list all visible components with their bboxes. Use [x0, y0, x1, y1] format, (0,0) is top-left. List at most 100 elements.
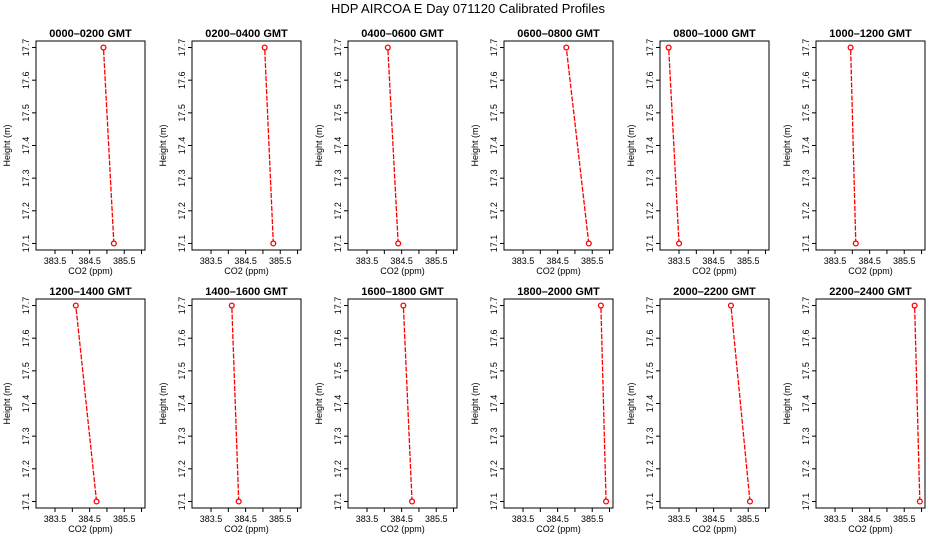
- panel-title: 2200–2400 GMT: [829, 286, 912, 298]
- profile-line: [600, 305, 607, 502]
- y-tick-label: 17.2: [489, 460, 499, 478]
- panel-title: 1000–1200 GMT: [829, 28, 912, 40]
- x-tick-label: 385.5: [113, 256, 136, 266]
- y-tick-label: 17.6: [177, 329, 187, 347]
- y-tick-label: 17.5: [801, 362, 811, 380]
- y-tick-label: 17.7: [177, 297, 187, 315]
- y-tick-label: 17.6: [489, 71, 499, 89]
- y-tick-label: 17.2: [645, 202, 655, 220]
- panel-7: 1200–1400 GMT 383.5 384.5 385.5 17.1 17.2 17.3…: [2, 286, 146, 534]
- y-axis-label: Height (m): [782, 382, 792, 424]
- profile-line: [565, 47, 590, 244]
- profile-line: [402, 305, 413, 502]
- y-tick-label: 17.2: [333, 460, 343, 478]
- y-tick-label: 17.3: [21, 169, 31, 187]
- y-tick-label: 17.2: [177, 460, 187, 478]
- y-tick-label: 17.4: [801, 137, 811, 155]
- y-tick-label: 17.3: [21, 427, 31, 445]
- x-tick-label: 385.5: [893, 514, 916, 524]
- y-tick-label: 17.3: [489, 427, 499, 445]
- x-axis-label: CO2 (ppm): [380, 266, 425, 276]
- x-tick-label: 384.5: [858, 256, 881, 266]
- x-tick-label: 385.5: [893, 256, 916, 266]
- y-tick-label: 17.7: [645, 39, 655, 57]
- x-axis-label: CO2 (ppm): [224, 524, 269, 534]
- y-axis-label: Height (m): [782, 124, 792, 166]
- x-axis-label: CO2 (ppm): [224, 266, 269, 276]
- x-tick-label: 385.5: [425, 256, 448, 266]
- panel-2: 0200–0400 GMT 383.5 384.5 385.5 17.1 17.2 17.3…: [158, 28, 302, 276]
- x-tick-label: 383.5: [200, 256, 223, 266]
- panel-12: 2200–2400 GMT 383.5 384.5 385.5 17.1 17.2 17.3…: [782, 286, 926, 534]
- data-point: [911, 302, 918, 309]
- panel-9: 1600–1800 GMT 383.5 384.5 385.5 17.1 17.2 17.3…: [314, 286, 458, 534]
- y-tick-label: 17.4: [333, 395, 343, 413]
- data-point: [384, 44, 391, 51]
- x-axis-label: CO2 (ppm): [380, 524, 425, 534]
- y-tick-label: 17.2: [801, 460, 811, 478]
- profile-line: [231, 305, 240, 502]
- data-point: [261, 44, 268, 51]
- y-tick-label: 17.7: [489, 39, 499, 57]
- y-tick-label: 17.2: [21, 202, 31, 220]
- data-point: [408, 498, 416, 505]
- y-axis-label: Height (m): [470, 124, 480, 166]
- x-tick-label: 384.5: [546, 514, 569, 524]
- x-axis-label: CO2 (ppm): [848, 266, 893, 276]
- data-point: [400, 302, 407, 309]
- panel-6: 1000–1200 GMT 383.5 384.5 385.5 17.1 17.2 17.3…: [782, 28, 926, 276]
- y-tick-label: 17.1: [177, 493, 187, 511]
- panel-10: 1800–2000 GMT 383.5 384.5 385.5 17.1 17.2 17.3…: [470, 286, 614, 534]
- y-axis-label: Height (m): [158, 382, 168, 424]
- y-tick-label: 17.2: [645, 460, 655, 478]
- y-tick-label: 17.3: [333, 427, 343, 445]
- y-axis-label: Height (m): [2, 124, 12, 166]
- y-tick-label: 17.6: [489, 329, 499, 347]
- data-point: [675, 240, 683, 247]
- y-tick-label: 17.1: [333, 493, 343, 511]
- data-point: [852, 240, 859, 247]
- data-point: [746, 498, 754, 505]
- panel-title: 1800–2000 GMT: [517, 286, 600, 298]
- x-tick-label: 384.5: [858, 514, 881, 524]
- x-axis-label: CO2 (ppm): [692, 524, 737, 534]
- y-tick-label: 17.1: [177, 235, 187, 253]
- x-tick-label: 383.5: [824, 514, 847, 524]
- panel-8: 1400–1600 GMT 383.5 384.5 385.5 17.1 17.2 17.3…: [158, 286, 302, 534]
- panel-3: 0400–0600 GMT 383.5 384.5 385.5 17.1 17.2 17.3…: [314, 28, 458, 276]
- y-tick-label: 17.5: [645, 362, 655, 380]
- y-tick-label: 17.7: [645, 297, 655, 315]
- profile-line: [102, 47, 115, 244]
- y-tick-label: 17.3: [177, 427, 187, 445]
- x-axis-label: CO2 (ppm): [536, 524, 581, 534]
- y-tick-label: 17.4: [645, 137, 655, 155]
- profile-line: [387, 47, 399, 244]
- y-tick-label: 17.6: [333, 329, 343, 347]
- x-tick-label: 383.5: [512, 256, 535, 266]
- y-tick-label: 17.1: [21, 493, 31, 511]
- data-point: [563, 44, 570, 51]
- data-point: [100, 44, 107, 51]
- y-tick-label: 17.6: [645, 71, 655, 89]
- panel-grid: 0000–0200 GMT 383.5 384.5 385.5 17.1 17.2 17.3…: [2, 28, 926, 534]
- data-point: [585, 240, 592, 247]
- x-tick-label: 385.5: [581, 514, 604, 524]
- y-axis-label: Height (m): [470, 382, 480, 424]
- data-point: [727, 302, 734, 309]
- y-axis-label: Height (m): [626, 382, 636, 424]
- y-tick-label: 17.4: [801, 395, 811, 413]
- y-tick-label: 17.1: [21, 235, 31, 253]
- x-tick-label: 384.5: [702, 256, 725, 266]
- y-tick-label: 17.5: [801, 104, 811, 122]
- figure-title: HDP AIRCOA E Day 071120 Calibrated Profi…: [331, 1, 606, 16]
- data-point: [270, 240, 277, 247]
- y-tick-label: 17.4: [333, 137, 343, 155]
- x-tick-label: 385.5: [269, 514, 292, 524]
- x-tick-label: 383.5: [44, 256, 67, 266]
- x-tick-label: 383.5: [668, 514, 691, 524]
- x-tick-label: 384.5: [234, 256, 257, 266]
- x-axis-label: CO2 (ppm): [536, 266, 581, 276]
- y-tick-label: 17.5: [489, 362, 499, 380]
- x-axis-label: CO2 (ppm): [68, 524, 113, 534]
